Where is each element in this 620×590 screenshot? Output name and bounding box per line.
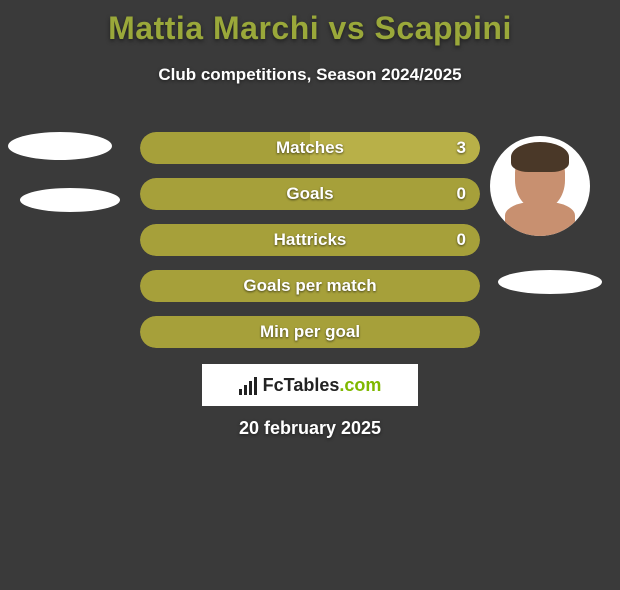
stat-row: Hattricks0 [140,224,480,256]
comparison-date: 20 february 2025 [0,418,620,439]
stat-value-right: 3 [457,132,466,164]
stat-label: Min per goal [140,316,480,348]
comparison-title: Mattia Marchi vs Scappini [0,10,620,47]
stat-row: Goals0 [140,178,480,210]
logo-bars-icon [239,375,257,395]
stat-value-right: 0 [457,224,466,256]
stats-container: Matches3Goals0Hattricks0Goals per matchM… [140,132,480,362]
blank-ellipse [498,270,602,294]
stat-label: Goals per match [140,270,480,302]
stat-row: Min per goal [140,316,480,348]
stat-label: Goals [140,178,480,210]
logo-mid: Tables [284,375,340,395]
player-right-avatar-area [490,136,590,236]
stat-row: Goals per match [140,270,480,302]
stat-value-right: 0 [457,178,466,210]
blank-ellipse [8,132,112,160]
comparison-subtitle: Club competitions, Season 2024/2025 [0,65,620,85]
stat-label: Hattricks [140,224,480,256]
logo-text: FcTables.com [263,375,382,396]
stat-row: Matches3 [140,132,480,164]
fctables-logo: FcTables.com [202,364,418,406]
avatar-hair [511,142,569,172]
player-right-avatar [490,136,590,236]
logo-suffix: .com [339,375,381,395]
stat-label: Matches [140,132,480,164]
logo-prefix: Fc [263,375,284,395]
blank-ellipse [20,188,120,212]
